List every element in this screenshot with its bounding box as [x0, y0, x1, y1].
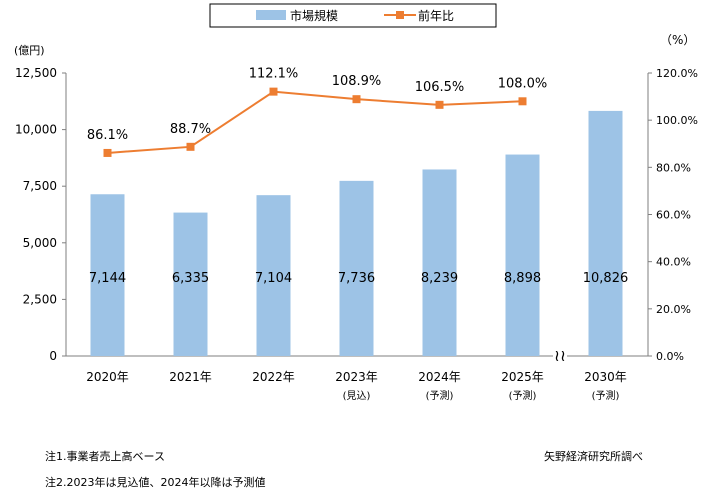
x-tick-sublabel: (見込) — [343, 390, 371, 402]
x-tick-label: 2030年 — [584, 370, 627, 384]
left-tick-label: 10,000 — [15, 123, 57, 137]
line-path — [107, 90, 523, 154]
line-value-label: 86.1% — [87, 128, 128, 143]
source-note: 矢野経済研究所調べ — [544, 450, 643, 463]
x-tick-label: 2021年 — [169, 370, 212, 384]
right-tick-label: 100.0% — [656, 114, 698, 127]
right-tick-label: 80.0% — [656, 161, 691, 174]
line-value-label: 112.1% — [249, 67, 299, 82]
bar — [588, 110, 623, 357]
line-point — [269, 87, 278, 96]
line-point — [435, 100, 444, 109]
line-point — [518, 97, 527, 106]
left-tick-label: 5,000 — [23, 236, 57, 250]
line-series — [103, 87, 527, 157]
right-tick-label: 60.0% — [656, 209, 691, 222]
line-value-label: 106.5% — [415, 80, 465, 95]
bar-value-label: 10,826 — [583, 271, 629, 286]
bar-value-label: 8,239 — [421, 271, 458, 286]
left-tick-label: 0 — [49, 349, 57, 363]
note-1: 注1.事業者売上高ベース — [45, 450, 165, 463]
bar — [339, 180, 374, 356]
right-tick-label: 20.0% — [656, 303, 691, 316]
bar-value-labels: 7,144 6,335 7,104 7,736 8,239 8,898 10,826 — [89, 271, 628, 286]
axis-break-marker: ≀≀ — [554, 346, 566, 365]
bar — [505, 154, 540, 356]
line-point — [186, 142, 195, 151]
line-point — [103, 148, 112, 157]
right-tick-label: 40.0% — [656, 256, 691, 269]
bar — [422, 169, 457, 356]
bar-value-label: 6,335 — [172, 271, 209, 286]
line-value-label: 108.9% — [332, 74, 382, 89]
right-axis-ticks: 0.0% 20.0% 40.0% 60.0% 80.0% 100.0% 120.0% — [648, 67, 698, 363]
bar-series — [90, 110, 623, 357]
bar-value-label: 7,104 — [255, 271, 292, 286]
right-tick-label: 120.0% — [656, 67, 698, 80]
line-point — [352, 95, 361, 104]
x-tick-label: 2024年 — [418, 370, 461, 384]
bar-value-label: 8,898 — [504, 271, 541, 286]
bar — [90, 194, 125, 356]
left-axis-unit-label: (億円) — [14, 44, 45, 57]
axis-break-gap — [553, 344, 567, 366]
left-axis-ticks: 0 2,500 5,000 7,500 10,000 12,500 — [15, 66, 66, 363]
legend-bar-swatch — [256, 10, 286, 20]
right-axis-unit-label: （%） — [660, 33, 695, 47]
bar-value-label: 7,144 — [89, 271, 126, 286]
bar — [173, 212, 208, 356]
x-tick-sublabel: (予測) — [509, 389, 537, 402]
note-2: 注2.2023年は見込値、2024年以降は予測値 — [45, 476, 266, 489]
x-tick-label: 2023年 — [335, 370, 378, 384]
x-tick-sublabel: (予測) — [426, 389, 454, 402]
x-tick-label: 2025年 — [501, 370, 544, 384]
line-value-label: 88.7% — [170, 122, 211, 137]
x-tick-label: 2022年 — [252, 370, 295, 384]
right-tick-label: 0.0% — [656, 350, 684, 363]
left-tick-label: 7,500 — [23, 179, 57, 193]
legend-line-label: 前年比 — [418, 8, 454, 23]
legend: 市場規模 前年比 — [209, 3, 497, 28]
x-tick-label: 2020年 — [86, 370, 129, 384]
legend-frame — [209, 3, 497, 28]
combo-chart: 市場規模 前年比 (億円) （%） 0 2,500 5,000 7,500 10,000… — [14, 3, 698, 402]
left-tick-label: 2,500 — [23, 292, 57, 306]
bar — [256, 195, 291, 356]
legend-line-marker — [396, 11, 404, 19]
line-value-labels: 86.1% 88.7% 112.1% 108.9% 106.5% 108.0% — [87, 67, 547, 143]
left-tick-label: 12,500 — [15, 66, 57, 80]
line-value-label: 108.0% — [498, 76, 548, 91]
legend-bar-label: 市場規模 — [290, 8, 338, 23]
bar-value-label: 7,736 — [338, 271, 375, 286]
x-tick-sublabel: (予測) — [592, 389, 620, 402]
x-axis-labels: 2020年 2021年 2022年 2023年 (見込) 2024年 (予測) 2025年 (予… — [86, 370, 627, 402]
